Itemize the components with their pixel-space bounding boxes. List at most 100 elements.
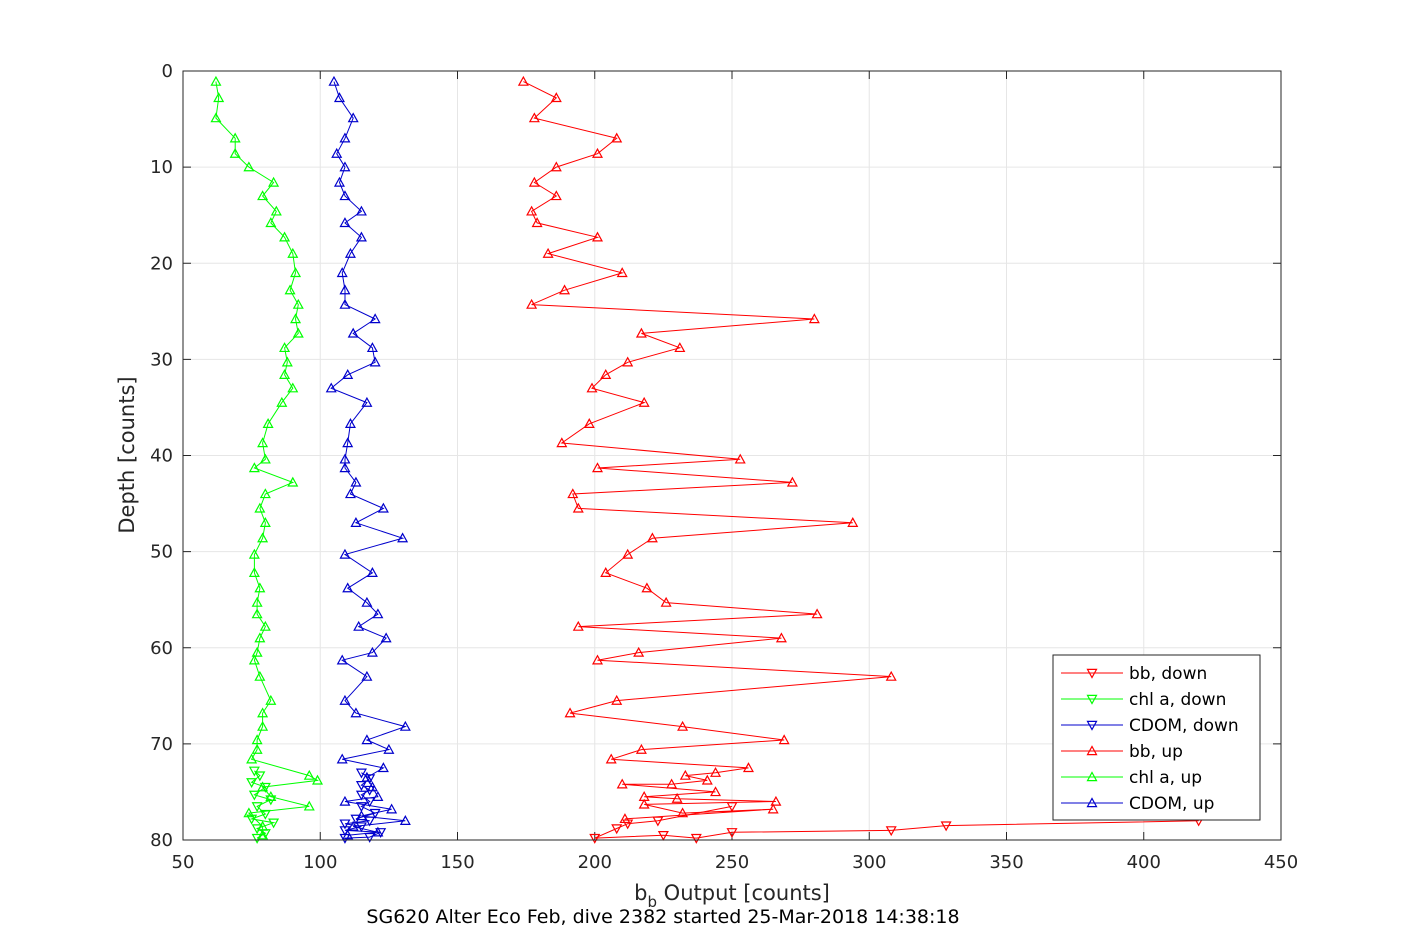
- data-point: [254, 771, 266, 782]
- data-point: [808, 313, 820, 324]
- data-point: [257, 532, 269, 543]
- data-point: [339, 819, 351, 830]
- data-point: [333, 176, 345, 187]
- y-axis-label: Depth [counts]: [115, 376, 139, 533]
- data-point: [366, 342, 378, 353]
- data-point: [251, 743, 263, 754]
- data-point: [616, 267, 628, 278]
- data-point: [336, 654, 348, 665]
- data-point: [259, 620, 271, 631]
- data-point: [767, 803, 779, 814]
- data-point: [638, 396, 650, 407]
- data-point: [355, 781, 367, 791]
- data-point: [361, 396, 373, 407]
- x-tick-label: 50: [172, 852, 195, 873]
- x-tick-label: 300: [852, 852, 886, 873]
- data-point: [657, 830, 669, 841]
- data-point: [591, 654, 604, 665]
- data-point: [344, 418, 356, 428]
- data-point: [372, 608, 384, 619]
- legend-swatch-marker: [1086, 771, 1098, 782]
- data-point: [254, 670, 266, 681]
- data-point: [210, 75, 222, 86]
- data-point: [243, 807, 255, 818]
- series-line: [215, 81, 320, 836]
- data-point: [270, 205, 282, 216]
- data-point: [257, 829, 269, 840]
- data-point: [292, 327, 304, 338]
- data-point: [350, 707, 362, 718]
- data-point: [281, 356, 293, 367]
- x-tick-labels: 50 100 150 200 250 300 350 400 450: [172, 852, 1299, 873]
- data-point: [259, 809, 271, 820]
- series-3: [517, 75, 897, 824]
- y-tick-label: 20: [150, 253, 173, 274]
- data-point: [350, 476, 362, 487]
- data-point: [559, 284, 571, 295]
- data-point: [292, 298, 304, 309]
- data-point: [550, 92, 562, 103]
- data-point: [531, 217, 543, 228]
- legend-entry: bb, up: [1129, 742, 1183, 762]
- data-point: [342, 829, 354, 840]
- y-tick-label: 80: [150, 830, 173, 851]
- data-point: [339, 132, 351, 143]
- legend-swatch-marker: [1086, 797, 1098, 808]
- data-point: [339, 161, 351, 172]
- data-point: [710, 766, 722, 777]
- data-point: [366, 646, 378, 657]
- x-tick-label: 400: [1127, 852, 1161, 873]
- data-point: [380, 632, 392, 643]
- data-point: [778, 734, 790, 745]
- data-point: [701, 774, 713, 785]
- data-point: [605, 753, 617, 764]
- data-point: [611, 824, 623, 835]
- data-point: [811, 608, 823, 619]
- y-tick-label: 10: [150, 157, 173, 178]
- data-point: [677, 807, 689, 818]
- data-point: [254, 502, 266, 513]
- data-point: [229, 147, 241, 158]
- data-point: [257, 720, 269, 731]
- data-point: [259, 453, 271, 464]
- data-point: [572, 620, 584, 631]
- data-point: [339, 217, 351, 228]
- data-point: [210, 112, 222, 123]
- data-point: [369, 313, 381, 324]
- data-point: [635, 327, 647, 338]
- data-point: [635, 743, 647, 754]
- data-point: [611, 132, 623, 143]
- series-line: [523, 81, 892, 820]
- data-point: [355, 768, 367, 779]
- data-point: [591, 147, 604, 158]
- x-axis-label: bb Output [counts]: [634, 881, 830, 911]
- data-point: [248, 567, 260, 577]
- data-point: [251, 646, 263, 657]
- data-point: [339, 548, 351, 559]
- data-point: [726, 828, 738, 839]
- x-axis-label-rest: Output [counts]: [657, 881, 830, 905]
- y-tick-label: 30: [150, 349, 173, 370]
- data-point: [361, 596, 373, 607]
- data-point: [339, 190, 351, 201]
- data-point: [259, 488, 271, 499]
- data-point: [342, 582, 354, 593]
- data-point: [347, 112, 359, 123]
- data-point: [353, 620, 365, 631]
- legend-swatch-marker: [1086, 720, 1098, 731]
- x-axis-label-main: b: [634, 881, 647, 905]
- data-point: [589, 833, 601, 844]
- data-point: [257, 707, 269, 718]
- data-point: [377, 502, 389, 513]
- data-point: [369, 356, 381, 367]
- data-point: [257, 437, 269, 448]
- data-point: [386, 803, 398, 814]
- data-point: [279, 342, 291, 353]
- data-point: [328, 75, 340, 86]
- data-point: [372, 826, 384, 837]
- data-point: [677, 720, 689, 731]
- x-tick-label: 450: [1264, 852, 1298, 873]
- data-point: [366, 567, 378, 577]
- data-point: [770, 795, 782, 806]
- data-point: [361, 771, 373, 782]
